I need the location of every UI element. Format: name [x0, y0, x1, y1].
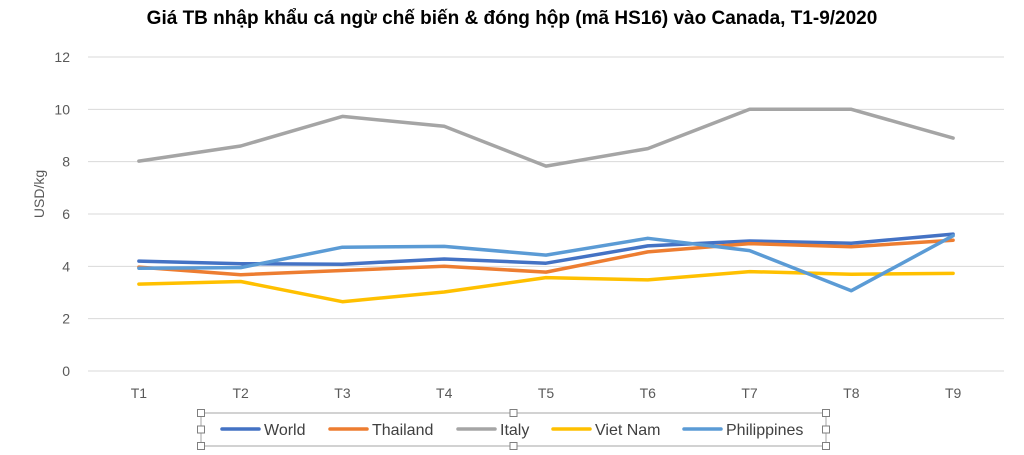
legend-label: Italy: [500, 422, 529, 439]
resize-handle[interactable]: [822, 442, 830, 450]
y-tick-label: 4: [62, 258, 70, 274]
legend-label: Philippines: [726, 422, 803, 439]
legend-label: Thailand: [372, 422, 433, 439]
chart-title: Giá TB nhập khẩu cá ngừ chế biến & đóng …: [146, 8, 878, 29]
x-tick-label: T9: [945, 385, 962, 401]
x-tick-label: T3: [334, 385, 351, 401]
x-tick-label: T4: [436, 385, 453, 401]
legend-label: Viet Nam: [595, 422, 661, 439]
resize-handle[interactable]: [197, 409, 205, 417]
series-philippines: [137, 233, 955, 293]
resize-handle[interactable]: [509, 442, 518, 450]
y-tick-label: 0: [62, 363, 70, 379]
legend-item[interactable]: Thailand: [328, 422, 433, 439]
y-tick-label: 10: [54, 101, 70, 117]
x-tick-labels: T1 T2 T3 T4 T5 T6 T7 T8 T9: [131, 385, 962, 401]
resize-handle[interactable]: [197, 442, 205, 450]
series-line[interactable]: [137, 107, 955, 168]
y-tick-labels: 0 2 4 6 8 10 12: [54, 49, 70, 379]
series-italy: [137, 107, 955, 168]
resize-handle[interactable]: [822, 425, 830, 434]
x-tick-label: T2: [232, 385, 249, 401]
x-tick-label: T7: [741, 385, 758, 401]
series-world: [137, 232, 955, 266]
x-tick-label: T1: [131, 385, 148, 401]
y-tick-label: 6: [62, 206, 70, 222]
series-line[interactable]: [137, 269, 955, 304]
series-viet-nam: [137, 269, 955, 304]
legend-item[interactable]: World: [220, 422, 306, 439]
y-tick-label: 12: [54, 49, 70, 65]
legend-label: World: [264, 422, 306, 439]
resize-handle[interactable]: [509, 409, 518, 417]
x-tick-label: T8: [843, 385, 860, 401]
resize-handle[interactable]: [822, 409, 830, 417]
series-line[interactable]: [137, 238, 955, 277]
series-line[interactable]: [137, 233, 955, 293]
y-tick-label: 2: [62, 311, 70, 327]
series-line[interactable]: [137, 232, 955, 266]
y-tick-label: 8: [62, 154, 70, 170]
legend-item[interactable]: Philippines: [682, 422, 803, 439]
series-thailand: [137, 238, 955, 277]
resize-handle[interactable]: [197, 425, 205, 434]
series-lines: [137, 107, 955, 304]
legend-item[interactable]: Italy: [456, 422, 529, 439]
legend: World Thailand Italy Viet Nam Philippines: [197, 409, 830, 450]
gridlines: [88, 56, 1004, 372]
y-axis-title: USD/kg: [31, 170, 47, 218]
legend-item[interactable]: Viet Nam: [551, 422, 661, 439]
x-tick-label: T6: [640, 385, 657, 401]
x-tick-label: T5: [538, 385, 555, 401]
